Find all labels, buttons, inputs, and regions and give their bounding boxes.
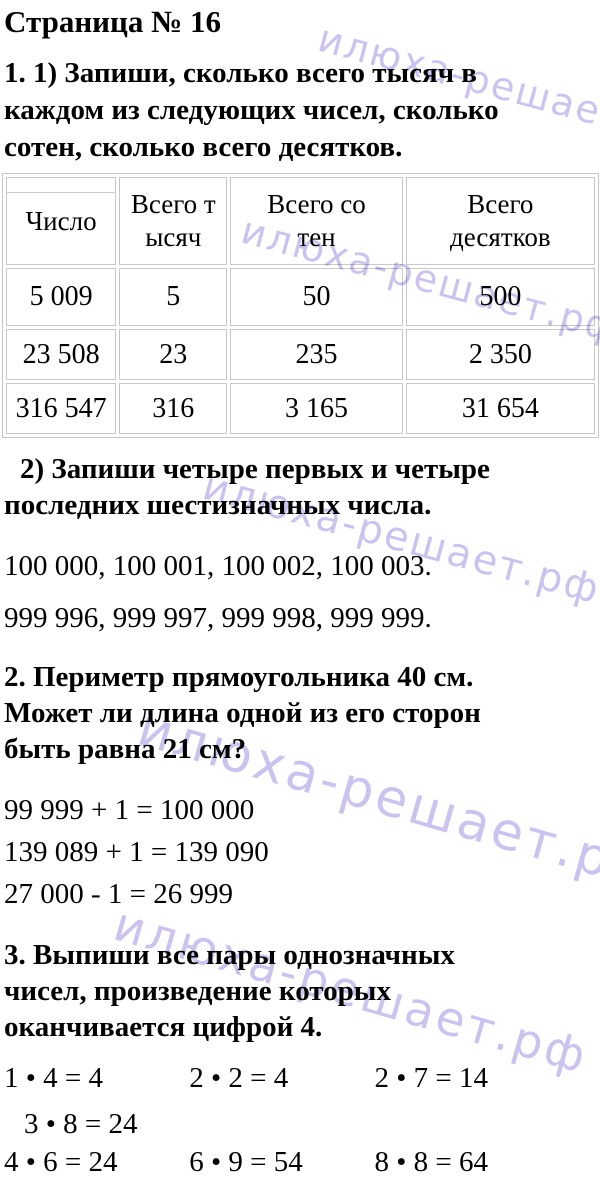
task2-answers: 99 999 + 1 = 100 000 139 089 + 1 = 139 0… [4, 789, 598, 915]
statement-line: оканчивается цифрой 4. [4, 1011, 323, 1043]
table-row: 5 009 5 50 500 [6, 268, 595, 326]
equation: 1 • 4 = 4 [4, 1062, 104, 1094]
table-cell: 3 165 [230, 383, 403, 434]
table-cell: 5 009 [6, 268, 117, 326]
task1-statement: 1. 1) Запиши, сколько всего тысяч в кажд… [4, 55, 598, 166]
equation: 2 • 2 = 4 [189, 1062, 289, 1094]
header-label: Всего [467, 189, 534, 219]
place-value-table: Число Всего т ысяч Всего со тен Всего де… [2, 173, 599, 438]
statement-line: 1. 1) Запиши, сколько всего тысяч в [4, 57, 477, 89]
table-cell: 23 [119, 329, 228, 380]
header-cell-number: Число [6, 177, 117, 265]
equation: 6 • 9 = 54 [189, 1146, 303, 1178]
statement-line: 2. Периметр прямоугольника 40 см. [4, 661, 474, 693]
header-label: тен [297, 222, 336, 252]
page-title: Страница № 16 [4, 4, 222, 39]
statement-line: чисел, произведение которых [4, 975, 391, 1007]
equation: 8 • 8 = 64 [374, 1146, 489, 1178]
page-content: Страница № 16 1. 1) Запиши, сколько всег… [0, 4, 600, 1180]
answer-line: 139 089 + 1 = 139 090 [4, 836, 269, 868]
task3-answers: 1 • 4 = 4 2 • 2 = 4 2 • 7 = 14 3 • 8 = 2… [4, 1060, 598, 1180]
equation-row: 4 • 6 = 24 6 • 9 = 54 8 • 8 = 64 [4, 1144, 598, 1180]
table-row: 316 547 316 3 165 31 654 [6, 383, 595, 434]
header-cell-thousands: Всего т ысяч [119, 177, 228, 265]
task3-statement: 3. Выпиши все пары однозначных чисел, пр… [4, 937, 598, 1045]
answer-line: 99 999 + 1 = 100 000 [4, 794, 255, 826]
task1-part2-statement: 2) Запиши четыре первых и четыре последн… [4, 451, 598, 523]
equation: 2 • 7 = 14 [374, 1062, 489, 1094]
statement-line: 2) Запиши четыре первых и четыре [20, 453, 490, 485]
header-label: Число [25, 205, 97, 236]
equation: 4 • 6 = 24 [4, 1146, 118, 1178]
header-cell-hundreds: Всего со тен [230, 177, 403, 265]
statement-line: сотен, сколько всего десятков. [4, 131, 403, 163]
statement-line: каждом из следующих чисел, сколько [4, 94, 499, 126]
answer-line: 999 996, 999 997, 999 998, 999 999. [4, 602, 432, 634]
header-label: Всего со [267, 189, 366, 219]
table-cell: 316 [119, 383, 228, 434]
table-cell: 50 [230, 268, 403, 326]
task2-statement: 2. Периметр прямоугольника 40 см. Может … [4, 659, 598, 767]
statement-line: последних шестизначных числа. [4, 489, 432, 521]
table-cell: 2 350 [405, 329, 595, 380]
table-cell: 31 654 [405, 383, 595, 434]
table-cell: 235 [230, 329, 403, 380]
equation-row: 1 • 4 = 4 2 • 2 = 4 2 • 7 = 14 [4, 1060, 598, 1096]
answer-line: 100 000, 100 001, 100 002, 100 003. [4, 550, 432, 582]
table-cell: 500 [405, 268, 595, 326]
table-header-row: Число Всего т ысяч Всего со тен Всего де… [6, 177, 595, 265]
statement-line: Может ли длина одной из его сторон [4, 697, 481, 729]
header-cell-tens: Всего десятков [405, 177, 595, 265]
statement-line: 3. Выпиши все пары однозначных [4, 939, 455, 971]
table-cell: 316 547 [6, 383, 117, 434]
equation: 3 • 8 = 24 [24, 1108, 138, 1140]
table-cell: 23 508 [6, 329, 117, 380]
header-label: ысяч [145, 222, 202, 252]
statement-line: быть равна 21 см? [4, 733, 247, 765]
table-row: 23 508 23 235 2 350 [6, 329, 595, 380]
table-cell: 5 [119, 268, 228, 326]
answer-line: 27 000 - 1 = 26 999 [4, 878, 234, 910]
header-label: десятков [450, 222, 551, 252]
header-label: Всего т [130, 189, 216, 219]
equation-row: 3 • 8 = 24 [4, 1106, 598, 1142]
